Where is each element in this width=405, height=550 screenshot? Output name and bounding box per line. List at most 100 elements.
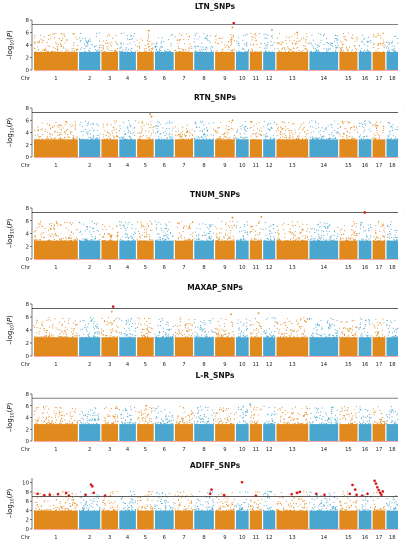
chr-2-points	[78, 220, 101, 259]
snp-point	[277, 43, 279, 45]
snp-point	[389, 320, 391, 322]
snp-density-band	[249, 240, 262, 259]
snp-point	[49, 235, 51, 237]
snp-point	[183, 138, 185, 140]
snp-point	[301, 336, 304, 338]
snp-density-band	[235, 240, 249, 259]
snp-point	[250, 121, 252, 123]
snp-point	[305, 406, 307, 408]
snp-point	[116, 132, 118, 134]
snp-point	[144, 336, 147, 338]
snp-point	[311, 422, 313, 424]
chr-6-points	[154, 220, 174, 259]
snp-point	[140, 237, 142, 239]
snp-point	[94, 418, 96, 421]
chr-axis-label: Chr	[21, 265, 31, 271]
snp-point	[192, 221, 194, 223]
snp-point	[66, 508, 68, 510]
snp-point	[266, 336, 268, 338]
snp-point	[88, 50, 90, 52]
y-tick-label: 6	[26, 499, 30, 505]
snp-point	[267, 34, 269, 36]
snp-point	[164, 502, 166, 504]
snp-point	[237, 406, 239, 408]
snp-point	[222, 510, 224, 512]
snp-point	[255, 329, 257, 331]
snp-point	[245, 412, 247, 414]
snp-point	[80, 47, 82, 49]
snp-point	[73, 322, 75, 324]
snp-point	[109, 410, 111, 412]
snp-point	[158, 508, 160, 510]
snp-point	[383, 421, 385, 423]
snp-point	[144, 226, 146, 228]
snp-point	[93, 323, 95, 325]
snp-point	[377, 43, 379, 45]
snp-point	[92, 423, 94, 425]
snp-density-band	[358, 337, 372, 356]
snp-point	[341, 121, 343, 123]
snp-point	[188, 238, 190, 240]
snp-point	[223, 505, 225, 507]
snp-point	[389, 233, 392, 235]
snp-point	[208, 237, 210, 239]
snp-point	[79, 320, 81, 323]
y-tick-label: 0	[26, 155, 30, 161]
snp-point	[384, 423, 386, 425]
snp-point	[169, 122, 171, 124]
snp-point	[266, 44, 269, 46]
snp-point	[365, 422, 367, 425]
snp-point	[79, 222, 81, 224]
snp-point	[120, 43, 122, 45]
snp-point	[372, 46, 374, 49]
snp-point	[289, 48, 291, 50]
snp-point	[284, 49, 286, 51]
snp-point	[163, 138, 165, 140]
snp-point	[222, 133, 224, 135]
snp-point	[56, 407, 58, 409]
snp-point	[234, 413, 236, 415]
snp-point	[61, 330, 64, 332]
snp-point	[222, 506, 224, 508]
snp-point	[311, 51, 313, 53]
snp-point	[90, 133, 92, 135]
snp-point	[243, 413, 245, 415]
snp-point	[373, 35, 375, 37]
snp-point	[246, 45, 248, 47]
snp-point	[332, 323, 334, 325]
snp-point	[181, 126, 184, 128]
snp-point	[210, 329, 212, 331]
snp-point	[320, 136, 322, 138]
snp-point	[212, 318, 214, 320]
chr-18-points	[386, 35, 399, 70]
snp-point	[341, 408, 344, 410]
snp-point	[43, 327, 45, 329]
snp-point	[223, 330, 225, 332]
snp-point	[128, 48, 130, 50]
snp-point	[311, 34, 313, 36]
top-snp	[150, 115, 153, 118]
snp-point	[208, 232, 210, 234]
snp-point	[345, 38, 347, 40]
snp-point	[114, 122, 116, 124]
snp-point	[196, 32, 198, 34]
snp-point	[34, 35, 36, 37]
snp-point	[60, 407, 62, 409]
snp-point	[264, 51, 266, 53]
snp-point	[187, 499, 189, 501]
snp-point	[321, 418, 323, 420]
snp-point	[83, 507, 85, 509]
snp-point	[179, 491, 182, 493]
snp-density-band	[101, 139, 119, 157]
snp-point	[60, 418, 62, 420]
chr-16-points	[358, 317, 372, 356]
snp-point	[57, 507, 59, 509]
snp-point	[330, 43, 332, 45]
snp-point	[152, 328, 154, 330]
snp-point	[263, 33, 265, 35]
chr-tick-label: 15	[345, 163, 352, 169]
snp-point	[35, 229, 37, 231]
snp-point	[297, 418, 299, 420]
snp-point	[386, 320, 388, 322]
snp-point	[265, 34, 267, 36]
